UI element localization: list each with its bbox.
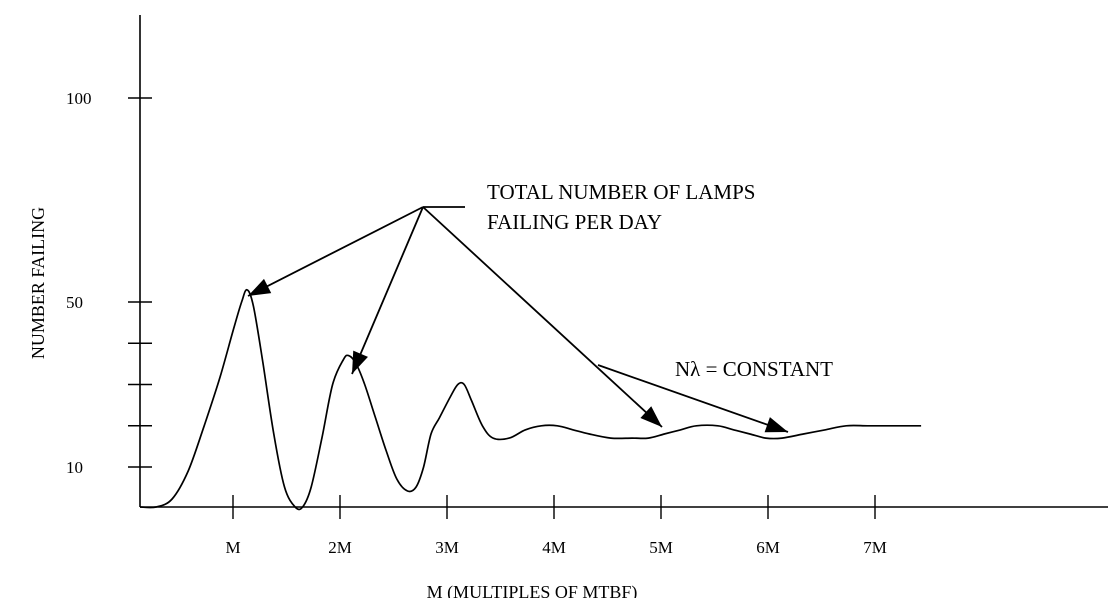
annotation-arrowhead [764, 417, 788, 433]
series-layer [139, 288, 922, 511]
annotation-text-total-lamps: FAILING PER DAY [487, 210, 662, 234]
annotations: TOTAL NUMBER OF LAMPS FAILING PER DAY Nλ =… [247, 180, 833, 433]
annotation-arrowhead [248, 278, 272, 296]
axes: NUMBER FAILING M (MULTIPLES OF MTBF) [28, 15, 1108, 598]
y-tick-label: 100 [66, 89, 92, 108]
y-tick-label: 50 [66, 293, 83, 312]
x-axis-title: M (MULTIPLES OF MTBF) [427, 582, 638, 598]
annotation-leader-line [597, 364, 789, 433]
annotation-text-constant: Nλ = CONSTANT [675, 357, 833, 381]
x-tick-label: 4M [542, 538, 566, 557]
y-tick-label: 10 [66, 458, 83, 477]
y-axis-title: NUMBER FAILING [28, 207, 48, 359]
ticks: M 2M 3M 4M 5M 6M 7M 10 50 100 [66, 89, 887, 557]
x-tick-label: 7M [863, 538, 887, 557]
annotation-arrowhead [640, 406, 662, 427]
annotation-text-total-lamps: TOTAL NUMBER OF LAMPS [487, 180, 755, 204]
annotation-arrowhead [352, 350, 368, 374]
x-tick-label: 3M [435, 538, 459, 557]
x-tick-label: 6M [756, 538, 780, 557]
x-tick-label: 2M [328, 538, 352, 557]
x-tick-label: M [225, 538, 240, 557]
x-tick-label: 5M [649, 538, 673, 557]
annotation-leader-line [351, 206, 424, 375]
annotation-leader-line [247, 206, 424, 297]
series-line [139, 288, 922, 511]
annotation-leader-line [422, 206, 663, 428]
